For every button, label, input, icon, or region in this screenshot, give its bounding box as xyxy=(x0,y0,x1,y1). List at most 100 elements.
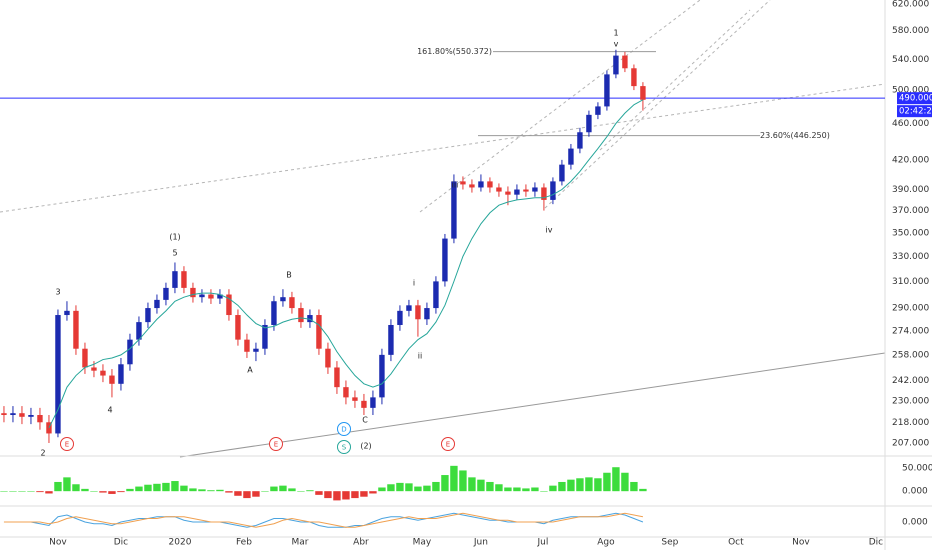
x-tick-label: Jul xyxy=(537,538,549,548)
osc-bar xyxy=(423,485,431,492)
candle-body xyxy=(190,287,196,298)
candle-body xyxy=(514,189,520,195)
candle-body xyxy=(361,400,367,408)
wave-label: iv xyxy=(546,226,553,235)
candle-body xyxy=(118,364,124,384)
osc-bar xyxy=(162,482,170,492)
osc-bar xyxy=(612,467,620,492)
osc-bar xyxy=(405,483,413,492)
event-label: S xyxy=(342,444,347,452)
candle-body xyxy=(433,281,439,309)
osc2-tick-label: 0.000 xyxy=(902,518,928,528)
osc-bar xyxy=(459,470,467,492)
osc-bar xyxy=(540,491,548,492)
y-tick-label: 370.000 xyxy=(892,206,929,216)
candle-body xyxy=(46,422,52,434)
osc-bar xyxy=(171,481,179,492)
y-tick-label: 620.000 xyxy=(892,0,929,10)
osc-bar xyxy=(270,486,278,492)
candle-body xyxy=(631,68,637,87)
channel-line xyxy=(599,9,751,151)
x-tick-label: Nov xyxy=(792,538,810,548)
candle-body xyxy=(460,181,466,185)
candle-body xyxy=(91,367,97,371)
x-tick-label: Jun xyxy=(473,538,488,548)
osc-bar xyxy=(495,484,503,492)
candle-body xyxy=(172,271,178,288)
candle-body xyxy=(442,238,448,282)
candle-body xyxy=(262,324,268,349)
osc-bar xyxy=(594,478,602,492)
osc-bar xyxy=(126,488,134,492)
wave-label: 4 xyxy=(107,406,112,415)
wave-label: A xyxy=(247,366,253,375)
y-tick-label: 230.000 xyxy=(892,396,929,406)
y-tick-label: 580.000 xyxy=(892,26,929,36)
candle-body xyxy=(307,315,313,323)
y-tick-label: 242.000 xyxy=(892,376,929,386)
event-marker xyxy=(60,437,74,451)
countdown-box xyxy=(897,105,932,118)
candle-body xyxy=(235,315,241,340)
osc-bar xyxy=(585,477,593,492)
osc-bar xyxy=(153,483,161,492)
osc-bar xyxy=(315,491,323,495)
candle-body xyxy=(136,322,142,340)
osc-bar xyxy=(333,491,341,501)
osc-bar xyxy=(396,482,404,492)
y-tick-label: 290.000 xyxy=(892,304,929,314)
osc-bar xyxy=(369,491,377,494)
candle-body xyxy=(10,413,16,416)
osc-bar xyxy=(441,475,449,492)
x-tick-label: Mar xyxy=(291,538,308,548)
candle-body xyxy=(55,315,61,434)
event-marker xyxy=(269,437,283,451)
candle-body xyxy=(298,308,304,323)
osc-bar xyxy=(252,491,260,497)
candle-body xyxy=(163,287,169,300)
wave-label: C xyxy=(362,416,368,425)
osc-bar xyxy=(468,477,476,492)
osc-tick-label: 50.000 xyxy=(902,464,932,474)
wave-label: 1 xyxy=(613,29,618,38)
osc-bar xyxy=(198,489,206,492)
osc-bar xyxy=(639,488,647,492)
osc-bar xyxy=(234,491,242,496)
osc-bar xyxy=(9,491,17,492)
osc-bar xyxy=(378,487,386,492)
osc-bar xyxy=(621,472,629,492)
osc-bar xyxy=(549,485,557,492)
wave-label: ii xyxy=(418,352,422,361)
event-label: D xyxy=(341,426,346,434)
candle-body xyxy=(595,106,601,115)
osc-bar xyxy=(27,491,35,492)
candle-body xyxy=(379,354,385,398)
osc-bar xyxy=(117,491,125,493)
osc-bar xyxy=(261,491,269,492)
candle-body xyxy=(127,339,133,365)
osc-bar xyxy=(135,486,143,492)
x-tick-label: Dic xyxy=(114,538,128,548)
x-tick-label: Abr xyxy=(353,538,369,548)
candle-body xyxy=(271,301,277,325)
osc-bar xyxy=(414,486,422,492)
osc2-line xyxy=(3,512,644,528)
candle-body xyxy=(388,324,394,355)
trend-line xyxy=(0,83,886,213)
osc-bar xyxy=(144,484,152,492)
osc-bar xyxy=(180,485,188,492)
price-box-label: 490.000 xyxy=(899,94,932,104)
event-label: E xyxy=(274,441,278,449)
y-tick-label: 330.000 xyxy=(892,252,929,262)
candle-body xyxy=(523,189,529,192)
candle-body xyxy=(73,310,79,349)
osc-bar xyxy=(360,491,368,497)
osc-bar xyxy=(522,488,530,492)
osc-bar xyxy=(531,487,539,492)
candle-body xyxy=(343,387,349,398)
osc-bar xyxy=(18,491,26,492)
candle-body xyxy=(100,370,106,376)
y-tick-label: 460.000 xyxy=(892,119,929,129)
wave-label: v xyxy=(614,40,619,49)
